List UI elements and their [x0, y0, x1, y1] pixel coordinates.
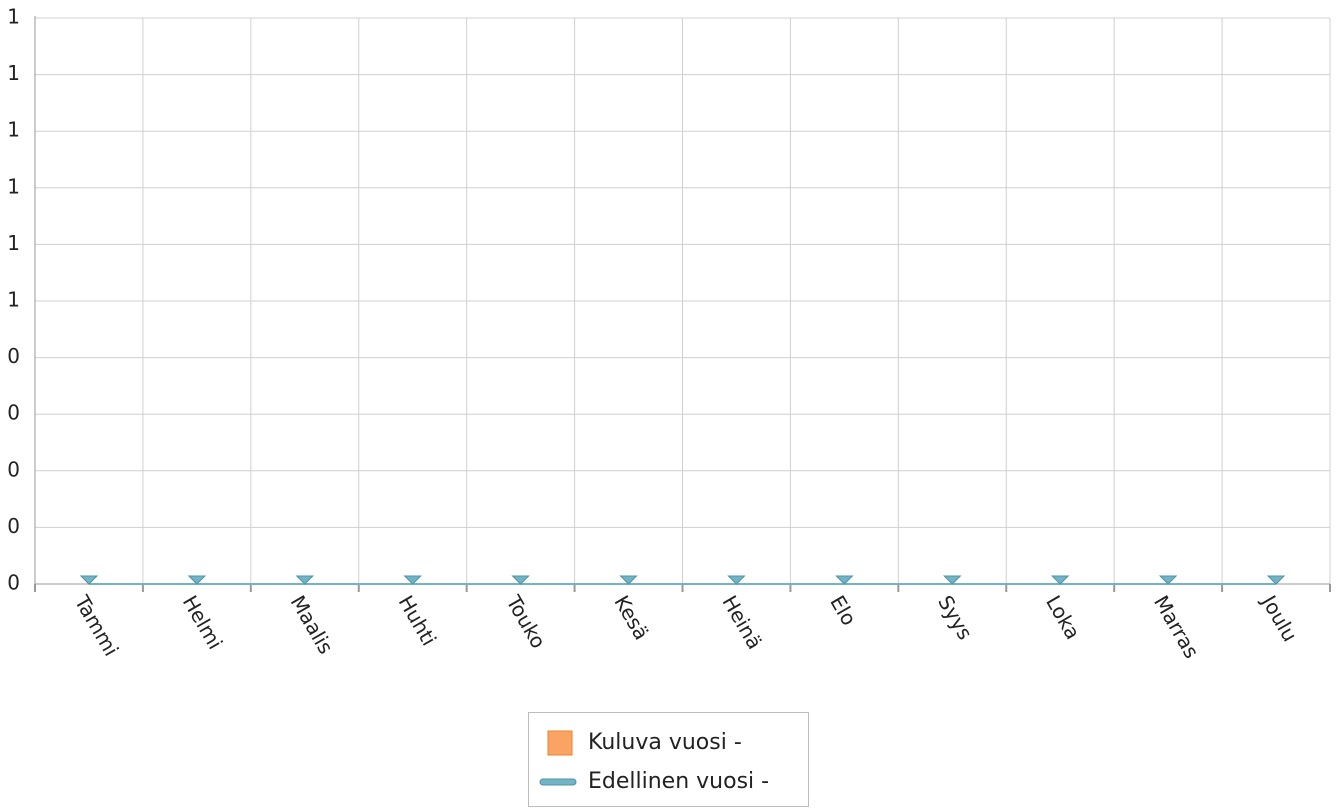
legend-swatch [547, 730, 573, 756]
legend-box [528, 712, 809, 807]
marker [727, 575, 746, 585]
x-tick-label: Syys [933, 591, 977, 644]
x-tick-label: Elo [825, 591, 861, 629]
x-tick-label: Touko [501, 590, 551, 652]
x-tick-label: Helmi [178, 591, 228, 653]
marker [943, 575, 962, 585]
marker [1051, 575, 1070, 585]
marker [79, 575, 99, 585]
marker [403, 575, 422, 585]
x-tick-label: Kesä [609, 591, 653, 644]
y-tick-label: 1 [7, 118, 20, 142]
y-tick-label: 0 [7, 457, 20, 481]
marker [187, 575, 207, 585]
x-tick-label: Tammi [69, 590, 123, 660]
x-tick-label: Loka [1041, 591, 1085, 643]
legend-label: Edellinen vuosi - [588, 769, 769, 794]
x-tick-label: Heinä [717, 591, 767, 653]
marker [835, 575, 854, 585]
y-tick-label: 1 [7, 231, 20, 255]
y-tick-label: 0 [7, 344, 20, 368]
y-tick-label: 1 [7, 61, 20, 85]
y-tick-label: 0 [7, 571, 20, 595]
y-tick-label: 1 [7, 174, 20, 198]
marker [619, 575, 638, 585]
x-tick-label: Maalis [286, 591, 338, 658]
legend-label: Kuluva vuosi - [588, 730, 742, 755]
x-tick-label: Huhti [394, 591, 442, 650]
marker [1158, 575, 1178, 585]
marker [511, 575, 530, 585]
marker [295, 575, 314, 585]
x-tick-label: Joulu [1256, 590, 1302, 646]
x-tick-label: Marras [1149, 591, 1204, 662]
y-tick-label: 0 [7, 401, 20, 425]
y-tick-label: 0 [7, 514, 20, 538]
y-tick-label: 1 [7, 288, 20, 312]
marker [1266, 575, 1286, 585]
legend-swatch [539, 778, 577, 786]
y-tick-label: 1 [7, 5, 20, 29]
